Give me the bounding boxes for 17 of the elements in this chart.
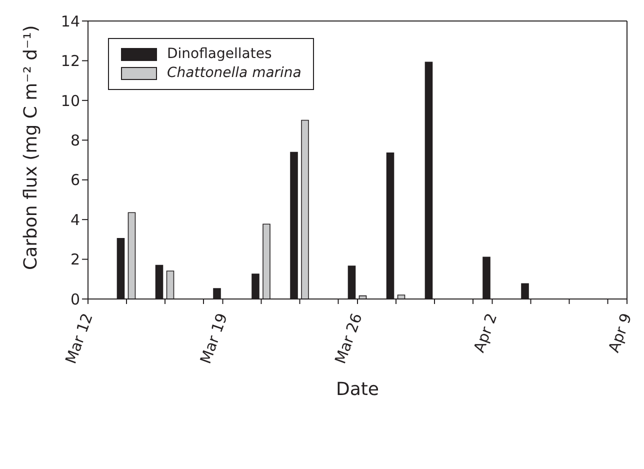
x-tick-label: Mar 12: [62, 310, 96, 366]
legend-label: Dinoflagellates: [167, 45, 272, 64]
x-axis-title: Date: [336, 379, 380, 400]
y-tick-label: 6: [70, 171, 80, 190]
x-tick-label: Apr 2: [470, 310, 501, 355]
y-tick-label: 0: [70, 290, 80, 308]
y-tick-label: 4: [70, 210, 80, 229]
y-tick-label: 14: [60, 12, 80, 30]
y-tick-label: 10: [60, 92, 80, 110]
y-tick-label: 8: [70, 131, 80, 150]
x-tick-label: Mar 26: [331, 310, 366, 366]
y-tick-label: 12: [60, 52, 80, 70]
x-tick-label: Apr 9: [604, 310, 636, 355]
y-axis-title: Carbon flux (mg C m⁻² d⁻¹): [20, 25, 42, 270]
legend-label: Chattonella marina: [167, 64, 302, 83]
x-tick-label: Mar 19: [196, 310, 232, 366]
y-tick-label: 2: [70, 250, 80, 269]
